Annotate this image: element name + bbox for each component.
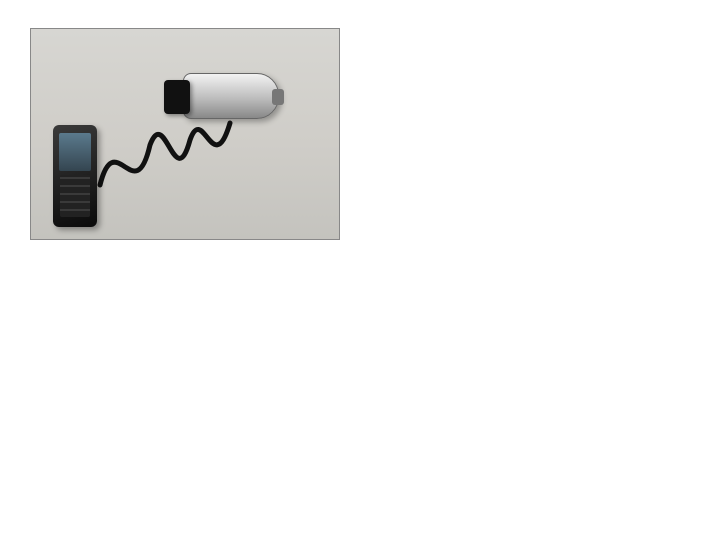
chart-svg bbox=[377, 28, 695, 254]
left-column bbox=[18, 28, 351, 276]
content-row bbox=[0, 22, 720, 276]
phone-shape bbox=[53, 125, 97, 227]
right-column bbox=[369, 28, 702, 276]
hydrogen-rate-chart bbox=[377, 28, 695, 254]
cable-shape bbox=[95, 115, 245, 205]
cartridge-shape bbox=[183, 73, 279, 119]
device-photo bbox=[30, 28, 340, 240]
page-title bbox=[0, 0, 720, 22]
